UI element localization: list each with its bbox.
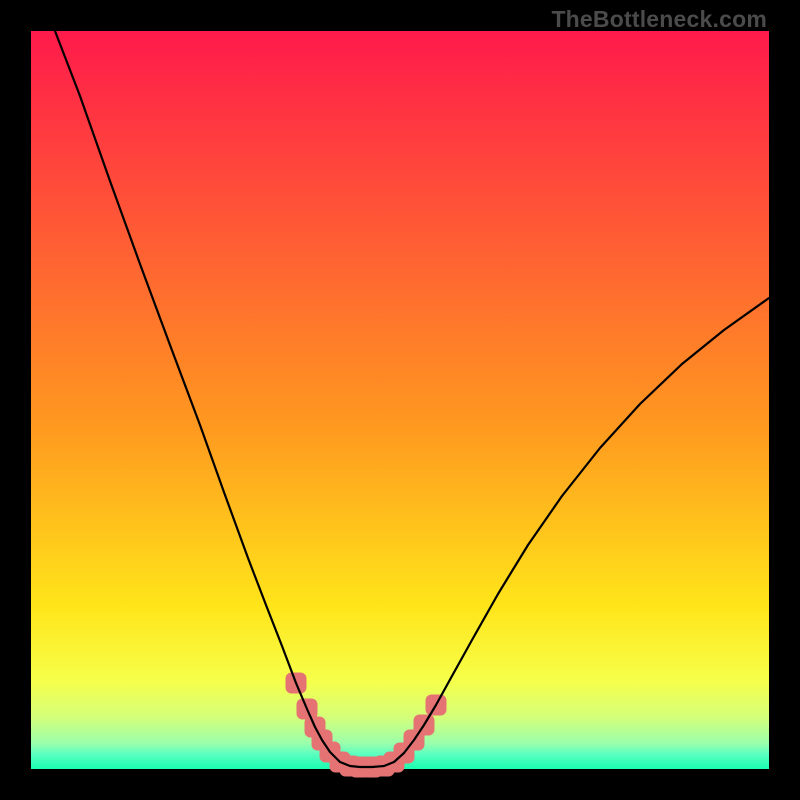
- curve-layer: [0, 0, 800, 800]
- markers-group: [286, 673, 447, 778]
- watermark-text: TheBottleneck.com: [551, 6, 767, 33]
- chart-frame: TheBottleneck.com: [0, 0, 800, 800]
- bottleneck-curve: [55, 31, 769, 767]
